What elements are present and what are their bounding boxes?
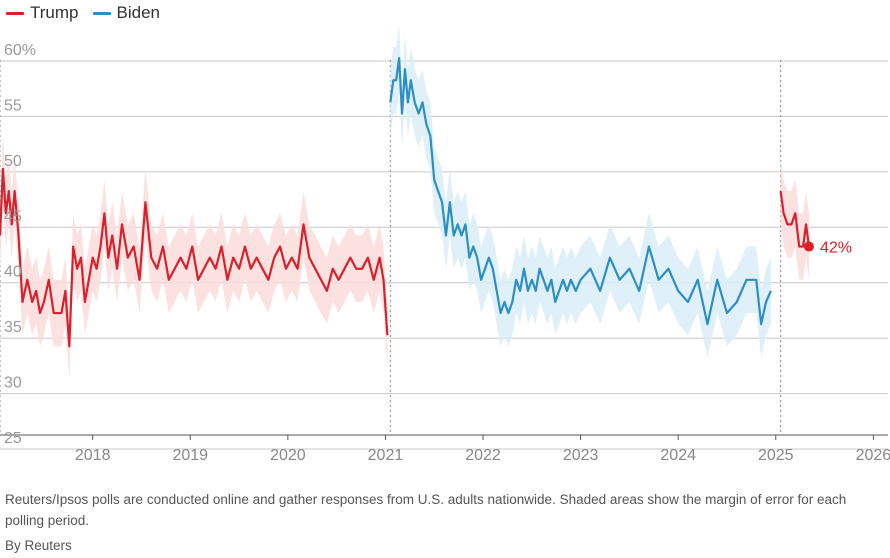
series-line-biden-1 bbox=[389, 56, 772, 326]
footnote: Reuters/Ipsos polls are conducted online… bbox=[5, 492, 847, 528]
last-value-label: 42% bbox=[820, 240, 852, 257]
x-tick-label-2025: 2025 bbox=[758, 447, 794, 464]
legend-swatch-biden bbox=[92, 11, 111, 15]
series-line-trump-2 bbox=[779, 190, 811, 248]
y-axis-ticks: 60% 55 50 45 40 35 30 25 bbox=[4, 42, 36, 447]
x-axis-ticks: 2018 2019 2020 2021 2022 2023 2024 2025 2026 bbox=[75, 435, 890, 464]
series-line-trump-0 bbox=[0, 167, 389, 348]
y-tick-label-40: 40 bbox=[4, 264, 22, 281]
grid-lines bbox=[0, 60, 888, 450]
legend: Trump Biden bbox=[6, 1, 160, 25]
x-tick-label-2020: 2020 bbox=[270, 447, 306, 464]
legend-label-trump: Trump bbox=[30, 3, 79, 22]
legend-swatch-trump bbox=[6, 11, 24, 15]
series-lines bbox=[0, 56, 811, 348]
y-tick-label-55: 55 bbox=[4, 97, 22, 114]
y-tick-label-60: 60% bbox=[4, 42, 36, 59]
margin-band-biden-1 bbox=[390, 24, 771, 358]
legend-item-trump: Trump bbox=[6, 3, 79, 23]
y-tick-label-30: 30 bbox=[4, 375, 22, 392]
x-tick-label-2021: 2021 bbox=[368, 447, 404, 464]
annotations: 42% bbox=[803, 240, 852, 257]
x-tick-label-2022: 2022 bbox=[465, 447, 501, 464]
y-tick-label-45: 45 bbox=[4, 208, 22, 225]
x-tick-label-2019: 2019 bbox=[172, 447, 208, 464]
legend-item-biden: Biden bbox=[92, 3, 160, 23]
x-tick-label-2024: 2024 bbox=[660, 447, 696, 464]
x-tick-label-2018: 2018 bbox=[75, 447, 111, 464]
x-tick-label-2023: 2023 bbox=[563, 447, 599, 464]
last-value-marker bbox=[803, 241, 814, 252]
legend-label-biden: Biden bbox=[116, 3, 160, 22]
margin-band-trump-2 bbox=[780, 157, 809, 280]
y-tick-label-50: 50 bbox=[4, 153, 22, 170]
byline: By Reuters bbox=[5, 538, 72, 553]
x-tick-label-2026: 2026 bbox=[856, 447, 890, 464]
y-tick-label-35: 35 bbox=[4, 319, 22, 336]
y-tick-label-25: 25 bbox=[4, 430, 22, 447]
